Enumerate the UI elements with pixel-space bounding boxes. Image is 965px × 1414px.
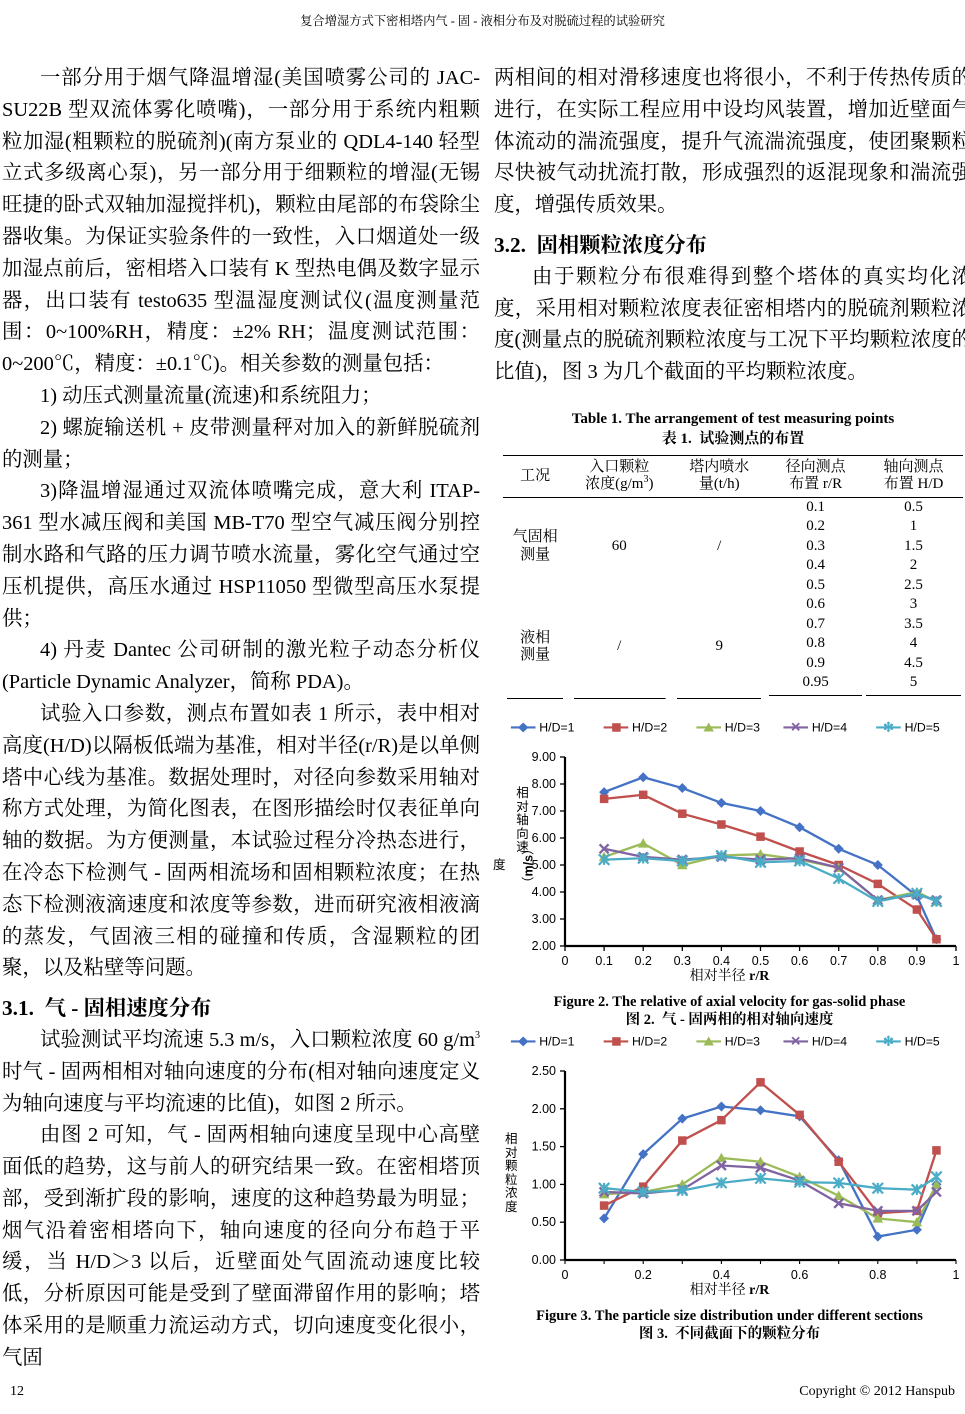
svg-text:H/D=1: H/D=1 xyxy=(539,721,574,735)
svg-text:H/D=2: H/D=2 xyxy=(632,721,667,735)
svg-text:0.4: 0.4 xyxy=(713,1268,730,1282)
svg-text:0.7: 0.7 xyxy=(830,954,847,968)
svg-text:2.50: 2.50 xyxy=(532,1065,556,1078)
svg-text:✻: ✻ xyxy=(883,719,894,734)
svg-text:6.00: 6.00 xyxy=(532,831,556,845)
svg-text:0.6: 0.6 xyxy=(791,954,808,968)
svg-text:H/D=4: H/D=4 xyxy=(812,721,847,735)
svg-text:H/D=1: H/D=1 xyxy=(539,1035,574,1049)
svg-text:1.00: 1.00 xyxy=(532,1178,556,1192)
svg-text:H/D=5: H/D=5 xyxy=(905,1035,940,1049)
svg-text:4.00: 4.00 xyxy=(532,885,556,899)
svg-text:0.8: 0.8 xyxy=(869,1268,886,1282)
svg-text:✻: ✻ xyxy=(883,1033,894,1048)
svg-text:0: 0 xyxy=(562,954,569,968)
svg-text:H/D=3: H/D=3 xyxy=(725,1035,760,1049)
svg-text:5.00: 5.00 xyxy=(532,858,556,872)
svg-text:0.8: 0.8 xyxy=(869,954,886,968)
svg-text:0.2: 0.2 xyxy=(635,954,652,968)
svg-text:✕: ✕ xyxy=(790,1033,801,1048)
svg-text:H/D=4: H/D=4 xyxy=(812,1035,847,1049)
svg-text:7.00: 7.00 xyxy=(532,804,556,818)
svg-text:3.00: 3.00 xyxy=(532,912,556,926)
svg-text:0.1: 0.1 xyxy=(595,954,612,968)
svg-text:H/D=2: H/D=2 xyxy=(632,1035,667,1049)
svg-text:9.00: 9.00 xyxy=(532,751,556,764)
svg-text:H/D=3: H/D=3 xyxy=(725,721,760,735)
svg-text:0.4: 0.4 xyxy=(713,954,730,968)
svg-text:H/D=5: H/D=5 xyxy=(905,721,940,735)
svg-text:1: 1 xyxy=(953,954,960,968)
svg-text:2.00: 2.00 xyxy=(532,1102,556,1116)
svg-text:1: 1 xyxy=(953,1268,960,1282)
svg-text:0.6: 0.6 xyxy=(791,1268,808,1282)
svg-text:1.50: 1.50 xyxy=(532,1140,556,1154)
svg-text:0: 0 xyxy=(562,1268,569,1282)
svg-text:2.00: 2.00 xyxy=(532,939,556,953)
svg-text:✕: ✕ xyxy=(790,719,801,734)
svg-text:0.00: 0.00 xyxy=(532,1253,556,1267)
svg-text:0.5: 0.5 xyxy=(752,954,769,968)
svg-text:0.2: 0.2 xyxy=(635,1268,652,1282)
svg-text:0.3: 0.3 xyxy=(674,954,691,968)
svg-text:0.50: 0.50 xyxy=(532,1216,556,1230)
svg-text:8.00: 8.00 xyxy=(532,777,556,791)
svg-text:0.9: 0.9 xyxy=(908,954,925,968)
